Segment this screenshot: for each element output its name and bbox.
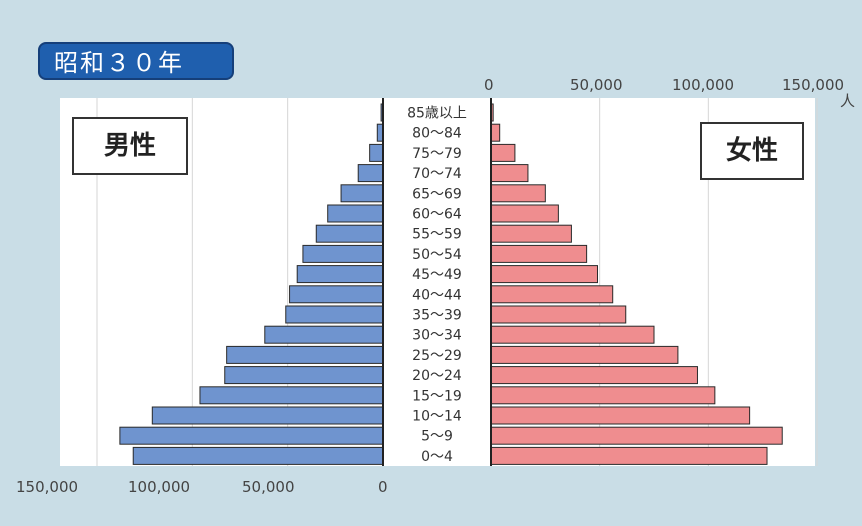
bars (119, 103, 783, 465)
female-tick-label: 100,000 (672, 76, 735, 94)
male-tick-label: 100,000 (128, 478, 191, 496)
age-label-column (383, 98, 491, 466)
male-bar (199, 386, 384, 405)
male-bar (264, 325, 384, 344)
female-bar (490, 426, 783, 445)
age-group-label: 15〜19 (412, 388, 462, 404)
age-group-label: 0〜4 (421, 449, 453, 465)
male-tick-label: 150,000 (16, 478, 79, 496)
age-group-label: 70〜74 (412, 166, 462, 182)
age-group-label: 30〜34 (412, 328, 462, 344)
male-bar (119, 426, 384, 445)
age-group-label: 65〜69 (412, 186, 462, 202)
female-bar (490, 446, 768, 465)
female-bar (490, 386, 716, 405)
age-group-label: 25〜29 (412, 348, 462, 364)
female-bar (490, 325, 655, 344)
female-bar (490, 184, 546, 203)
male-bar (285, 305, 384, 324)
female-bar (490, 123, 501, 142)
male-bar (151, 406, 384, 425)
age-group-label: 10〜14 (412, 409, 462, 425)
unit-label: 人 (840, 92, 856, 110)
female-bar (490, 345, 679, 364)
age-group-label: 75〜79 (412, 146, 462, 162)
female-bar (490, 265, 598, 284)
female-bar (490, 204, 559, 223)
male-bar (132, 446, 384, 465)
female-bar (490, 244, 588, 263)
age-group-label: 35〜39 (412, 308, 462, 324)
female-bar (490, 305, 627, 324)
female-label: 女性 (700, 122, 804, 180)
male-bar (302, 244, 384, 263)
male-bar (327, 204, 384, 223)
male-tick-label: 50,000 (242, 478, 295, 496)
male-bar (315, 224, 384, 243)
male-bar (224, 366, 384, 385)
female-bar (490, 366, 698, 385)
male-bar (357, 164, 384, 183)
age-group-label: 55〜59 (412, 227, 462, 243)
male-bar (340, 184, 384, 203)
female-tick-label: 50,000 (570, 76, 623, 94)
age-group-label: 20〜24 (412, 368, 462, 384)
age-labels: 0〜4 5〜9 10〜14 15〜19 20〜24 25〜29 30〜34 35〜39 40〜4… (407, 106, 467, 465)
female-bar (490, 143, 516, 162)
age-group-label: 50〜54 (412, 247, 462, 263)
female-bar (490, 224, 572, 243)
male-bar (369, 143, 384, 162)
age-group-label: 85歳以上 (407, 106, 467, 122)
year-badge: 昭和３０年 (38, 42, 234, 80)
male-tick-label: 0 (378, 478, 388, 496)
male-label: 男性 (72, 117, 188, 175)
female-bar (490, 164, 529, 183)
female-tick-label: 0 (484, 76, 494, 94)
female-tick-label: 150,000 (782, 76, 845, 94)
age-group-label: 60〜64 (412, 207, 462, 223)
male-bar (289, 285, 384, 304)
age-group-label: 45〜49 (412, 267, 462, 283)
age-group-label: 80〜84 (412, 126, 462, 142)
age-group-label: 5〜9 (421, 429, 453, 445)
age-group-label: 40〜44 (412, 287, 462, 303)
male-bar (226, 345, 384, 364)
female-bar (490, 285, 614, 304)
female-bar (490, 406, 751, 425)
male-bar (296, 265, 384, 284)
